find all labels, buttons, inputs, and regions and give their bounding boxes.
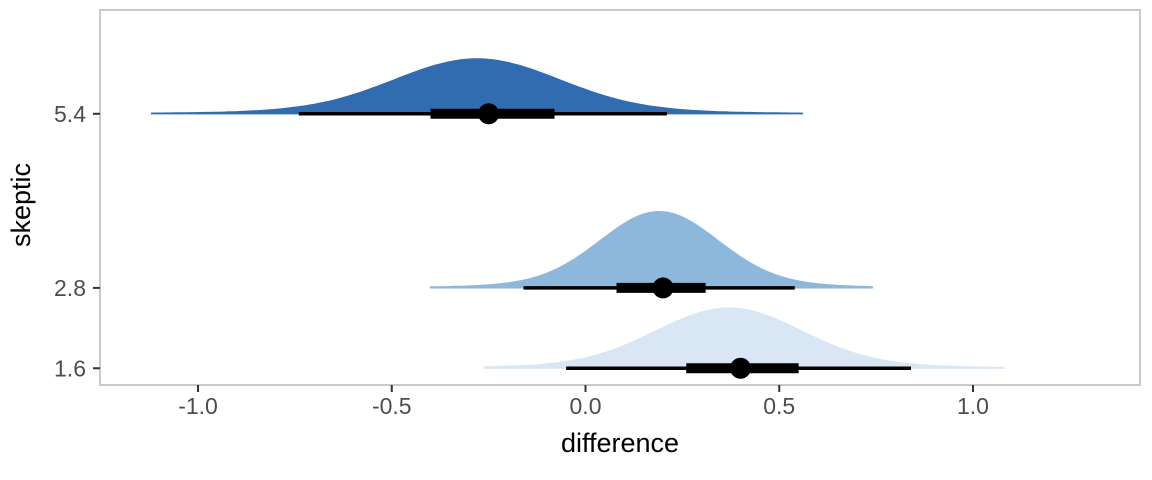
median-point-skeptic-2.8 bbox=[652, 277, 674, 299]
density-skeptic-1.6 bbox=[484, 307, 1005, 369]
median-point-skeptic-1.6 bbox=[730, 357, 752, 379]
x-tick-label: 0.5 bbox=[763, 393, 795, 419]
y-tick-label: 5.4 bbox=[54, 101, 86, 127]
x-tick-label: -0.5 bbox=[372, 393, 412, 419]
x-tick-label: 0.0 bbox=[570, 393, 602, 419]
x-tick-label: 1.0 bbox=[957, 393, 989, 419]
plot-panel bbox=[99, 9, 1141, 386]
x-axis-title: difference bbox=[561, 428, 679, 458]
y-tick-label: 2.8 bbox=[54, 275, 86, 301]
density-skeptic-2.8 bbox=[429, 211, 873, 289]
y-axis-title: skeptic bbox=[6, 163, 36, 247]
panel-layer: -1.0 -0.5 0.0 0.5 1.0 5.4 2.8 1.6 bbox=[54, 9, 1141, 419]
x-tick-label: -1.0 bbox=[178, 393, 218, 419]
y-tick-label: 1.6 bbox=[54, 355, 86, 381]
median-point-skeptic-5.4 bbox=[478, 103, 500, 125]
density-skeptic-5.4 bbox=[150, 58, 804, 115]
